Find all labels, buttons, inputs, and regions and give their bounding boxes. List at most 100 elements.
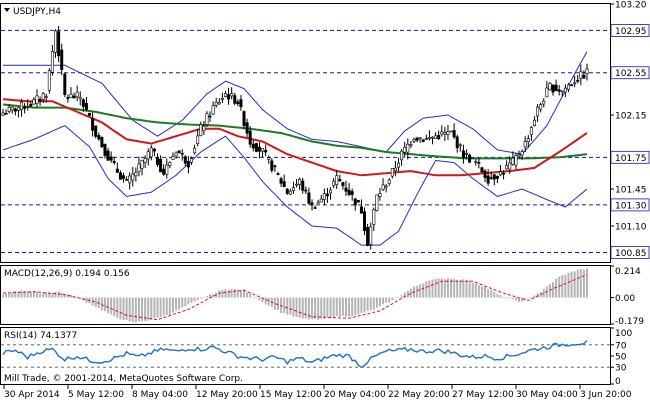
candle-body [257, 146, 261, 152]
macd-bar [20, 290, 23, 298]
macd-bar [360, 297, 363, 314]
candle-body [372, 209, 376, 225]
candle-body [72, 95, 76, 99]
candle-body [304, 189, 308, 192]
macd-bar [428, 280, 431, 298]
candle-body [75, 91, 79, 98]
candle-body [214, 101, 218, 106]
macd-bar [533, 295, 536, 298]
macd-bar [524, 297, 527, 300]
candle-body [502, 172, 506, 175]
candle-body [251, 143, 255, 149]
macd-bar [32, 291, 35, 298]
price-tick-label: 100.85 [615, 249, 647, 259]
candle-body [437, 135, 441, 140]
macd-bar [354, 297, 357, 315]
time-tick-label: 30 May 04:00 [516, 390, 578, 400]
macd-bar [273, 297, 276, 310]
macd-bar [17, 291, 20, 298]
candle-body [254, 143, 258, 152]
macd-bar [209, 294, 212, 298]
candle-body [319, 198, 323, 203]
macd-bar [536, 293, 539, 298]
macd-bar [576, 269, 579, 298]
candle-body [551, 84, 555, 93]
macd-bar [14, 291, 17, 298]
time-tick-label: 12 May 20:00 [196, 390, 258, 400]
candle-body [412, 139, 416, 142]
candle-body [202, 125, 206, 131]
macd-bar [212, 294, 215, 298]
candle-body [128, 175, 132, 184]
candle-body [264, 149, 268, 153]
time-tick-label: 22 May 20:00 [388, 390, 450, 400]
macd-bar [113, 297, 116, 317]
macd-bar [558, 276, 561, 298]
candle-body [347, 189, 351, 195]
candle-body [16, 107, 20, 111]
macd-bar [35, 291, 38, 298]
macd-bar [372, 297, 375, 310]
candle-body [7, 106, 11, 112]
candle-body [118, 172, 122, 180]
candle-body [267, 157, 271, 160]
candle-body [529, 127, 533, 136]
macd-bar [85, 297, 88, 303]
candle-body [63, 73, 67, 95]
macd-axis: 0.214 0.00 -0.179 [610, 265, 644, 327]
candle-body [41, 93, 45, 100]
macd-bar [51, 292, 54, 298]
macd-bar [369, 297, 372, 311]
macd-bar [375, 297, 378, 308]
macd-bar [307, 297, 310, 320]
macd-bar [450, 279, 453, 298]
candle-body [193, 147, 197, 154]
macd-bar [348, 297, 351, 317]
macd-bar [193, 297, 196, 302]
macd-bar [286, 297, 289, 315]
macd-bar [175, 297, 178, 311]
macd-bar [394, 297, 397, 299]
candle-body [511, 157, 515, 165]
macd-bar [502, 297, 505, 299]
price-level-tag-box [610, 150, 650, 164]
macd-bar [496, 294, 499, 298]
candle-body [418, 137, 422, 140]
macd-bar [29, 291, 32, 298]
candle-body [230, 93, 234, 97]
macd-bar [298, 297, 301, 318]
candle-body [57, 31, 61, 57]
candle-body [424, 138, 428, 140]
macd-bar [48, 292, 51, 298]
macd-bar [94, 297, 97, 307]
candle-body [536, 106, 540, 117]
candle-body [94, 125, 98, 137]
candle-body [461, 150, 465, 158]
macd-bar [283, 297, 286, 314]
candle-body [115, 168, 119, 173]
macd-bar [422, 283, 425, 298]
candle-body [180, 153, 184, 155]
macd-bar [521, 297, 524, 302]
macd-bar [397, 297, 400, 298]
macd-bar [335, 297, 338, 317]
candle-body [54, 30, 58, 53]
time-tick-label: 15 May 12:00 [260, 390, 322, 400]
macd-bar [267, 297, 270, 306]
candle-body [239, 99, 243, 108]
candle-body [421, 139, 425, 142]
macd-bar [202, 297, 205, 299]
macd-bar [468, 280, 471, 298]
macd-bar [8, 293, 11, 298]
macd-bar [431, 279, 434, 298]
candle-body [468, 154, 472, 163]
macd-bar [385, 297, 388, 303]
candle-body [384, 185, 388, 188]
candle-body [560, 90, 564, 93]
price-tick-label: 102.55 [615, 69, 647, 79]
candle-body [26, 106, 30, 108]
macd-bar [221, 289, 224, 298]
dropdown-triangle-icon[interactable] [4, 8, 10, 12]
macd-bar [490, 290, 493, 298]
moving-average-slow [2, 103, 588, 160]
